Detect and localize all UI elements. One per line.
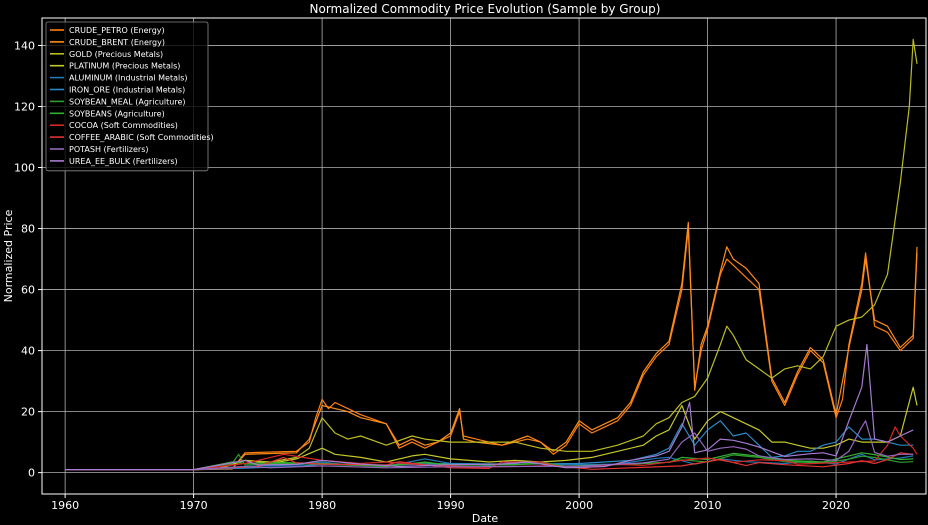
- legend-entry: SOYBEANS (Agriculture): [69, 109, 165, 118]
- series-line-cocoa-soft-commodities: [65, 426, 918, 471]
- y-tick-label: 80: [21, 223, 35, 236]
- x-tick-label: 1970: [180, 499, 208, 512]
- chart-title: Normalized Commodity Price Evolution (Sa…: [310, 2, 661, 16]
- series-lines: [65, 38, 918, 471]
- legend-entry: GOLD (Precious Metals): [69, 50, 163, 59]
- series-line-crude-petro-energy: [65, 227, 918, 471]
- legend-entry: COCOA (Soft Commodities): [69, 121, 178, 130]
- y-tick-label: 120: [14, 100, 35, 113]
- y-tick-label: 60: [21, 284, 35, 297]
- y-tick-label: 20: [21, 406, 35, 419]
- legend-entry: ALUMINUM (Industrial Metals): [69, 74, 188, 83]
- x-tick-label: 2010: [694, 499, 722, 512]
- x-tick-label: 1980: [308, 499, 336, 512]
- legend-entry: IRON_ORE (Industrial Metals): [69, 86, 185, 95]
- y-tick-label: 0: [28, 467, 35, 480]
- legend-entry: SOYBEAN_MEAL (Agriculture): [69, 97, 186, 106]
- legend-entry: CRUDE_BRENT (Energy): [69, 38, 165, 47]
- legend: CRUDE_PETRO (Energy) CRUDE_BRENT (Energy)…: [45, 21, 214, 172]
- series-line-crude-brent-energy: [65, 221, 918, 471]
- legend-box: [45, 21, 209, 172]
- series-line-potash-fertilizers: [65, 420, 914, 471]
- legend-entry: UREA_EE_BULK (Fertilizers): [69, 157, 178, 166]
- legend-entry: PLATINUM (Precious Metals): [69, 62, 180, 71]
- x-tick-label: 2020: [822, 499, 850, 512]
- y-axis-label: Normalized Price: [2, 209, 15, 302]
- gridlines: [42, 18, 926, 494]
- legend-entry: POTASH (Fertilizers): [69, 145, 149, 154]
- x-axis-ticks: 1960 1970 1980 1990 2000 2010 2020: [51, 494, 850, 512]
- legend-entry: CRUDE_PETRO (Energy): [69, 26, 165, 35]
- x-tick-label: 2000: [565, 499, 593, 512]
- y-axis-ticks: 0 20 40 60 80 100 120 140: [14, 39, 42, 480]
- y-tick-label: 100: [14, 162, 35, 175]
- legend-entry: COFFEE_ARABIC (Soft Commodities): [69, 133, 214, 142]
- plot-frame: [41, 17, 927, 495]
- series-line-gold-precious-metals: [65, 38, 918, 471]
- x-axis-label: Date: [472, 512, 499, 525]
- series-line-urea-ee-bulk-fertilizers: [65, 343, 914, 471]
- y-tick-label: 140: [14, 39, 35, 52]
- x-tick-label: 1960: [51, 499, 79, 512]
- series-line-platinum-precious-metals: [65, 386, 918, 471]
- x-tick-label: 1990: [437, 499, 465, 512]
- y-tick-label: 40: [21, 345, 35, 358]
